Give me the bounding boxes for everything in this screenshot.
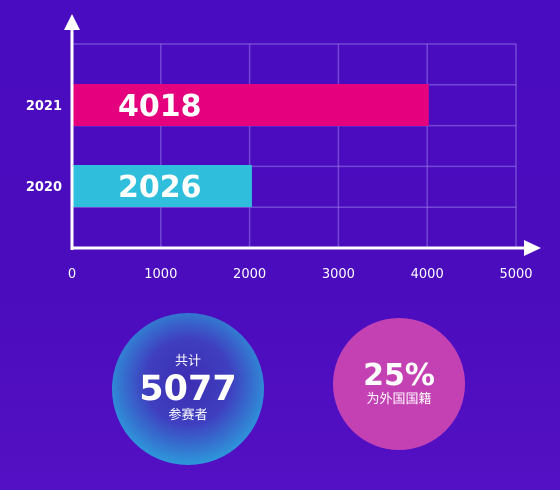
y-category-label: 2020 — [26, 180, 62, 195]
x-tick-label: 5000 — [499, 267, 532, 282]
y-axis-arrow — [64, 14, 80, 30]
bar-value-label: 4018 — [118, 89, 202, 124]
total-label-top: 共计 — [174, 354, 201, 369]
foreign-percent: 25% — [363, 358, 435, 393]
bar-2020 — [72, 165, 252, 207]
x-tick-label: 4000 — [411, 267, 444, 282]
x-axis-arrow — [524, 240, 541, 256]
bar-value-label: 2026 — [118, 170, 202, 205]
chart-labels: 0 1000 2000 3000 4000 5000 4018 2021 2026 2020 — [26, 89, 533, 282]
x-tick-label: 0 — [68, 267, 76, 282]
total-label-bottom: 参赛者 — [168, 408, 208, 423]
bar-2021 — [72, 84, 429, 126]
x-tick-label: 3000 — [322, 267, 355, 282]
y-category-label: 2021 — [26, 99, 62, 114]
chart-grid — [72, 43, 517, 248]
x-tick-label: 2000 — [233, 267, 266, 282]
foreign-share-circle: 25% 为外国国籍 — [333, 318, 465, 450]
x-tick-label: 1000 — [144, 267, 177, 282]
total-value: 5077 — [139, 369, 237, 409]
chart-axes — [64, 14, 541, 256]
total-participants-circle: 共计 5077 参赛者 — [112, 313, 264, 465]
bar-chart: 0 1000 2000 3000 4000 5000 4018 2021 2026 2020 — [26, 14, 541, 282]
bar-group — [72, 84, 429, 207]
foreign-label: 为外国国籍 — [366, 392, 432, 407]
